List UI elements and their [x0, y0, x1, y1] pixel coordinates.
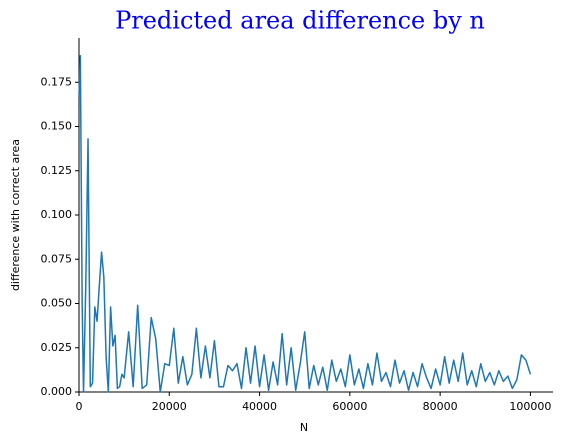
- y-tick-label: 0.050: [41, 297, 73, 310]
- x-tick-label: 60000: [332, 400, 367, 413]
- x-tick-label: 80000: [423, 400, 458, 413]
- y-tick-label: 0.000: [41, 385, 73, 398]
- data-line: [78, 54, 532, 393]
- x-tick-label: 20000: [152, 400, 187, 413]
- y-tick-label: 0.125: [41, 164, 73, 177]
- y-tick-label: 0.075: [41, 252, 73, 265]
- y-tick-label: 0.175: [41, 75, 73, 88]
- x-tick-label: 40000: [242, 400, 277, 413]
- x-axis-label: N: [300, 421, 308, 434]
- chart-title: Predicted area difference by n: [115, 7, 485, 35]
- y-tick-label: 0.025: [41, 341, 73, 354]
- x-tick-label: 0: [76, 400, 83, 413]
- y-tick-label: 0.100: [41, 208, 73, 221]
- y-axis-label: difference with correct area: [9, 139, 22, 291]
- y-tick-label: 0.150: [41, 120, 73, 133]
- x-tick-label: 100000: [509, 400, 551, 413]
